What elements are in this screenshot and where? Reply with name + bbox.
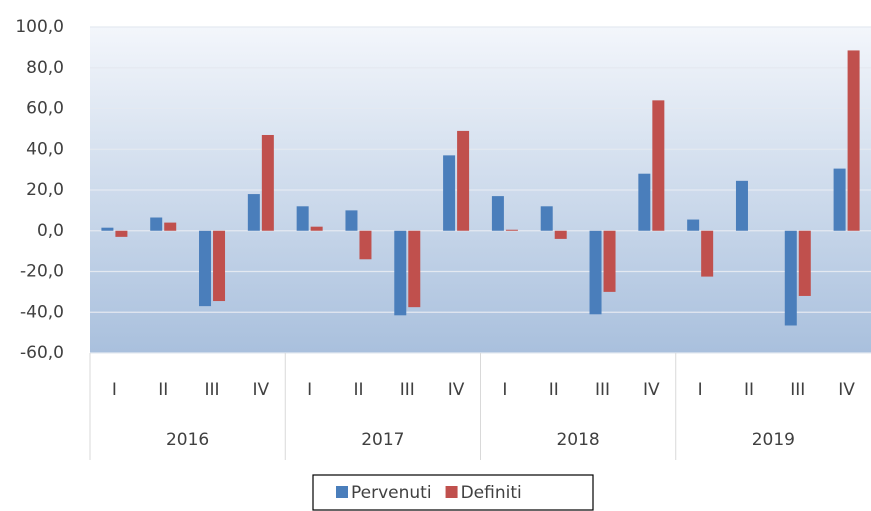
x-tick-label: I <box>698 380 703 400</box>
y-tick-label: 20,0 <box>26 180 64 200</box>
bar <box>261 134 274 231</box>
bar <box>345 210 358 231</box>
y-tick-label: 80,0 <box>26 58 64 78</box>
x-tick-label: II <box>353 380 363 400</box>
bar <box>638 173 651 231</box>
x-tick-label: I <box>112 380 117 400</box>
bar <box>296 206 309 231</box>
x-group-label: 2019 <box>752 430 795 450</box>
y-tick-label: -20,0 <box>20 262 64 282</box>
bar <box>798 230 811 296</box>
bar <box>150 217 163 231</box>
bar <box>408 230 421 308</box>
bar <box>164 222 177 231</box>
bar <box>310 226 323 231</box>
x-tick-label: III <box>400 380 415 400</box>
x-tick-label: III <box>205 380 220 400</box>
legend-label: Pervenuti <box>351 483 432 503</box>
x-tick-label: III <box>595 380 610 400</box>
bar <box>589 230 602 315</box>
y-tick-label: -40,0 <box>20 302 64 322</box>
bar <box>701 230 714 277</box>
bar <box>652 100 665 231</box>
bar <box>505 229 518 231</box>
y-tick-label: 0,0 <box>37 221 64 241</box>
x-group-label: 2016 <box>166 430 209 450</box>
bar <box>457 130 470 231</box>
x-tick-label: IV <box>253 380 270 400</box>
legend-label: Definiti <box>461 483 522 503</box>
x-tick-label: II <box>158 380 168 400</box>
bar <box>847 50 860 231</box>
legend-swatch <box>336 486 348 498</box>
bar <box>199 230 212 307</box>
x-tick-label: IV <box>448 380 465 400</box>
bar <box>443 155 456 231</box>
x-tick-label: III <box>790 380 805 400</box>
bar <box>735 180 748 231</box>
legend-swatch <box>445 486 458 498</box>
bar <box>101 227 114 231</box>
x-tick-label: I <box>502 380 507 400</box>
bar <box>554 230 567 239</box>
bar <box>213 230 226 302</box>
bar <box>359 230 372 260</box>
bar <box>247 194 260 231</box>
y-tick-label: -60,0 <box>20 343 64 363</box>
x-tick-label: IV <box>643 380 660 400</box>
bar <box>115 230 128 237</box>
bar <box>603 230 616 292</box>
y-tick-label: 100,0 <box>15 17 64 37</box>
bar <box>833 168 846 231</box>
bar <box>687 219 700 231</box>
y-tick-label: 40,0 <box>26 139 64 159</box>
x-group-label: 2018 <box>556 430 599 450</box>
x-group-label: 2017 <box>361 430 404 450</box>
x-tick-label: II <box>744 380 754 400</box>
x-tick-label: IV <box>838 380 855 400</box>
x-tick-label: I <box>307 380 312 400</box>
bar <box>784 230 797 326</box>
x-tick-label: II <box>549 380 559 400</box>
y-tick-label: 60,0 <box>26 99 64 119</box>
bar <box>540 206 553 231</box>
bar <box>491 196 504 231</box>
bar <box>394 230 407 316</box>
